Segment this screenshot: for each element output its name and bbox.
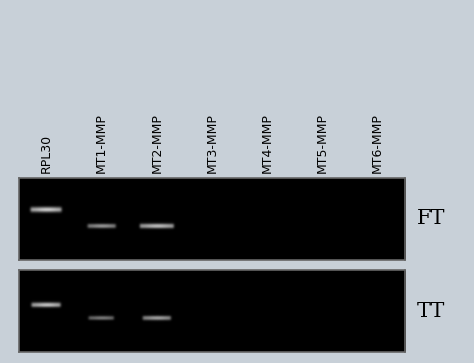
Text: MT1-MMP: MT1-MMP	[95, 113, 108, 173]
Text: MT2-MMP: MT2-MMP	[150, 113, 164, 173]
Text: TT: TT	[417, 302, 446, 321]
Text: MT5-MMP: MT5-MMP	[316, 113, 329, 173]
Text: FT: FT	[417, 209, 446, 228]
Text: RPL30: RPL30	[40, 134, 53, 173]
Text: MT4-MMP: MT4-MMP	[261, 113, 274, 173]
Text: MT3-MMP: MT3-MMP	[206, 113, 219, 173]
Text: MT6-MMP: MT6-MMP	[371, 113, 384, 173]
